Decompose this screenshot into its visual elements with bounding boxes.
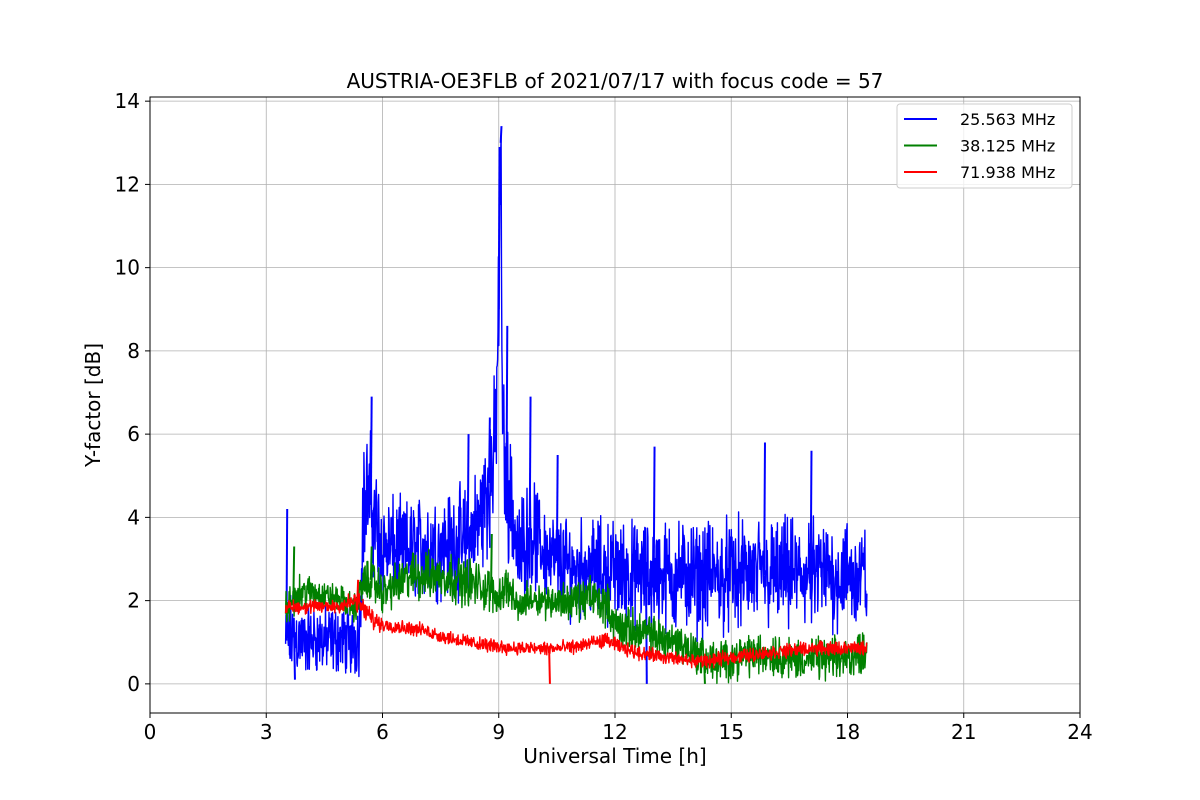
y-tick-label: 6 <box>127 422 140 446</box>
y-tick-label: 12 <box>115 172 140 196</box>
x-axis-label: Universal Time [h] <box>523 744 706 768</box>
legend-label: 25.563 MHz <box>960 110 1055 129</box>
series-spike <box>555 454 559 562</box>
series-spike <box>505 325 509 485</box>
legend-item: 71.938 MHz <box>904 163 1055 182</box>
x-tick-label: 12 <box>602 720 627 744</box>
x-tick-label: 24 <box>1067 720 1092 744</box>
x-tick-label: 18 <box>835 720 860 744</box>
legend: 25.563 MHz 38.125 MHz 71.938 MHz <box>896 103 1073 189</box>
series-spike <box>499 126 503 143</box>
series-layer <box>284 126 868 685</box>
x-tick-label: 21 <box>951 720 976 744</box>
series-spike <box>293 636 296 680</box>
series-spike <box>703 658 706 684</box>
y-axis-label: Y-factor [dB] <box>81 343 105 468</box>
chart-title: AUSTRIA-OE3FLB of 2021/07/17 with focus … <box>347 69 884 93</box>
series-line <box>284 136 868 678</box>
series-spike <box>369 396 373 505</box>
series-spike <box>652 446 656 576</box>
x-tick-label: 9 <box>492 720 505 744</box>
series-spike <box>528 396 532 526</box>
legend-label: 38.125 MHz <box>960 137 1055 156</box>
y-tick-label: 10 <box>115 256 140 280</box>
legend-item: 25.563 MHz <box>904 110 1055 129</box>
x-tick-label: 3 <box>260 720 273 744</box>
series-spike <box>548 648 551 684</box>
legend-label: 71.938 MHz <box>960 163 1055 182</box>
series-spike <box>763 442 766 576</box>
series-spike <box>356 579 360 603</box>
series-spike <box>466 434 470 541</box>
series-2 <box>284 534 868 685</box>
series-spike <box>497 146 501 310</box>
legend-box <box>896 103 1073 189</box>
x-tick-label: 15 <box>719 720 744 744</box>
series-line <box>284 548 868 685</box>
series-spike <box>488 417 491 484</box>
series-3 <box>284 579 868 684</box>
series-line <box>284 593 868 669</box>
legend-item: 38.125 MHz <box>904 137 1055 156</box>
y-tick-label: 0 <box>127 672 140 696</box>
y-tick-label: 4 <box>127 505 140 529</box>
series-spike <box>292 546 296 600</box>
x-axis-ticks: 0 3 6 9 12 15 18 21 24 <box>144 713 1093 744</box>
series-1 <box>284 126 868 684</box>
y-tick-label: 2 <box>127 589 140 613</box>
y-axis-ticks: 0 2 4 6 8 10 12 14 <box>115 89 150 696</box>
x-tick-label: 6 <box>376 720 389 744</box>
y-tick-label: 8 <box>127 339 140 363</box>
x-tick-label: 0 <box>144 720 157 744</box>
series-spike <box>490 534 493 593</box>
series-spike <box>369 546 373 580</box>
series-spike <box>288 633 292 659</box>
series-spike <box>809 450 813 576</box>
y-tick-label: 14 <box>115 89 140 113</box>
